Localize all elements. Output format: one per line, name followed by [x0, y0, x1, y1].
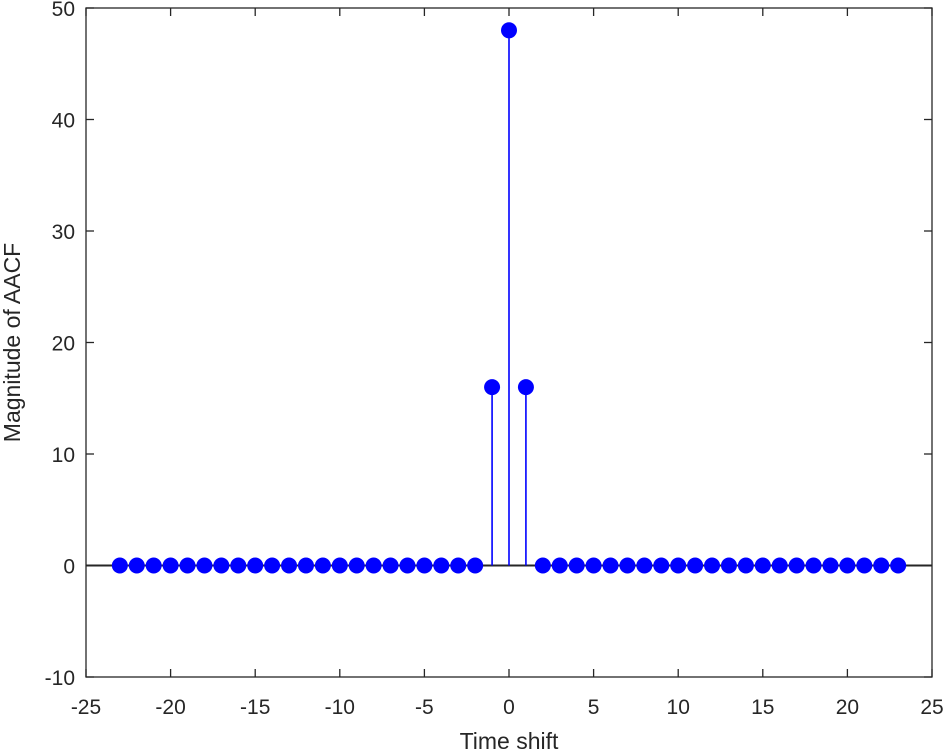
y-axis-label: Magnitude of AACF — [0, 243, 25, 442]
stem-marker — [890, 557, 907, 574]
stem-marker — [433, 557, 450, 574]
stem-marker — [128, 557, 145, 574]
stem-marker — [534, 557, 551, 574]
stem-marker — [873, 557, 890, 574]
y-tick-label: 10 — [52, 444, 75, 467]
stem-marker — [162, 557, 179, 574]
y-tick-label: -10 — [45, 667, 75, 690]
stem-marker — [467, 557, 484, 574]
stem-marker — [196, 557, 213, 574]
stem-marker — [213, 557, 230, 574]
x-tick-label: -15 — [240, 696, 270, 719]
y-axis-ticks: -10 0 10 20 30 40 50 — [45, 0, 932, 690]
stem-marker — [450, 557, 467, 574]
stem-marker — [704, 557, 721, 574]
stem-marker — [771, 557, 788, 574]
stem-marker — [653, 557, 670, 574]
stem-marker — [805, 557, 822, 574]
stem-marker — [602, 557, 619, 574]
stem-marker — [720, 557, 737, 574]
stem-marker — [737, 557, 754, 574]
markers-layer — [111, 22, 907, 574]
stem-marker — [264, 557, 281, 574]
x-axis-ticks: -25 -20 -15 -10 -5 0 5 10 15 20 25 — [71, 8, 944, 719]
stem-marker — [568, 557, 585, 574]
stem-marker — [687, 557, 704, 574]
stem-marker — [365, 557, 382, 574]
stem-marker — [822, 557, 839, 574]
stem-marker — [585, 557, 602, 574]
stem-marker — [788, 557, 805, 574]
stem-marker — [416, 557, 433, 574]
stem-marker — [501, 22, 517, 39]
x-tick-label: 25 — [920, 696, 943, 719]
stem-marker — [297, 557, 314, 574]
y-tick-label: 40 — [52, 110, 75, 133]
y-tick-label: 0 — [63, 556, 75, 579]
stem-marker — [636, 557, 653, 574]
x-tick-label: -5 — [415, 696, 434, 719]
stem-marker — [281, 557, 298, 574]
x-tick-label: 15 — [751, 696, 774, 719]
stem-marker — [247, 557, 264, 574]
y-tick-label: 50 — [52, 0, 75, 21]
stem-marker — [856, 557, 873, 574]
x-tick-label: -25 — [71, 696, 101, 719]
stem-marker — [551, 557, 568, 574]
x-tick-label: -20 — [155, 696, 185, 719]
stem-marker — [754, 557, 771, 574]
stem-marker — [230, 557, 247, 574]
stem-marker — [145, 557, 162, 574]
x-tick-label: -10 — [325, 696, 355, 719]
stem-marker — [399, 557, 416, 574]
stem-marker — [839, 557, 856, 574]
x-axis-label: Time shift — [460, 728, 559, 752]
stem-marker — [382, 557, 399, 574]
stem-marker — [179, 557, 196, 574]
stem-marker — [517, 379, 534, 396]
x-tick-label: 0 — [503, 696, 515, 719]
y-tick-label: 20 — [52, 333, 75, 356]
stems-layer — [491, 30, 527, 566]
stem-marker — [314, 557, 331, 574]
stem-marker — [670, 557, 687, 574]
stem-marker — [331, 557, 348, 574]
y-tick-label: 30 — [52, 221, 75, 244]
stem-marker — [484, 379, 501, 396]
stem-marker — [348, 557, 365, 574]
x-tick-label: 5 — [588, 696, 600, 719]
stem-marker — [111, 557, 128, 574]
x-tick-label: 20 — [836, 696, 859, 719]
x-tick-label: 10 — [667, 696, 690, 719]
stem-marker — [619, 557, 636, 574]
